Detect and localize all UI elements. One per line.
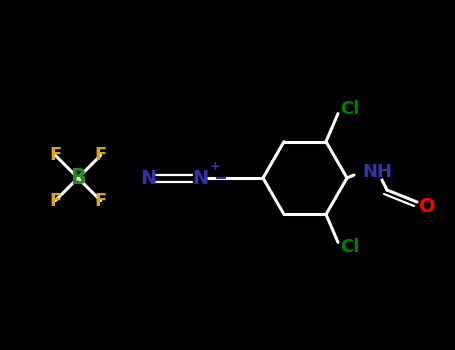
- Text: N: N: [140, 168, 156, 188]
- Text: Cl: Cl: [340, 100, 360, 118]
- Text: +: +: [210, 160, 221, 173]
- Text: O: O: [419, 196, 435, 216]
- Text: F: F: [49, 192, 61, 210]
- Text: NH: NH: [362, 163, 392, 181]
- Text: F: F: [95, 192, 107, 210]
- Text: F: F: [49, 146, 61, 164]
- Text: N: N: [192, 168, 208, 188]
- Text: B: B: [70, 168, 86, 188]
- Text: Cl: Cl: [340, 238, 360, 256]
- Text: F: F: [95, 146, 107, 164]
